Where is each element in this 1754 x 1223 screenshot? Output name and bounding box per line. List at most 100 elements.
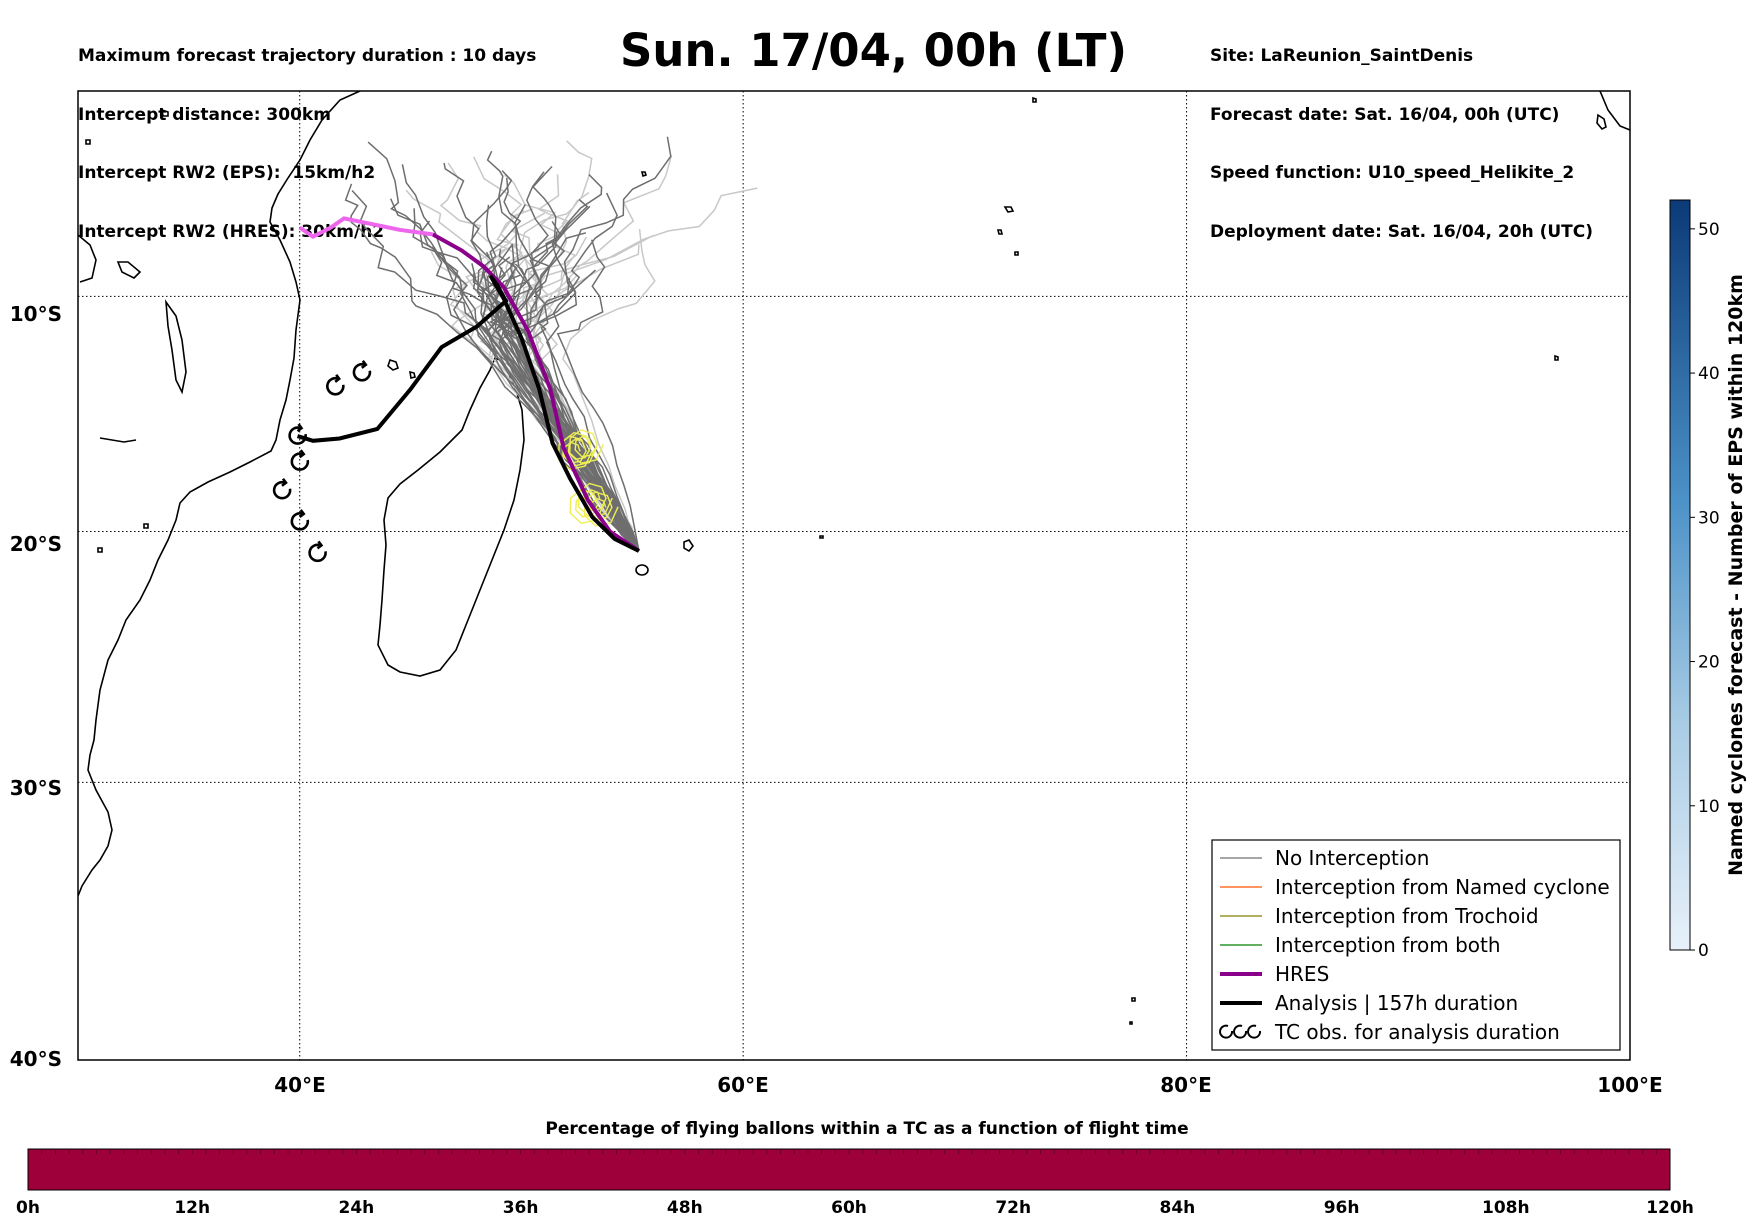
island bbox=[1599, 91, 1630, 131]
tc-obs-icon bbox=[290, 509, 310, 531]
legend-item: Interception from Named cyclone bbox=[1220, 875, 1610, 899]
right-colorbar: 0 10 20 30 40 50 Named cyclones forecast - Nu… bbox=[1669, 199, 1747, 961]
colorbar-tick-label: 50 bbox=[1698, 220, 1720, 240]
colorbar-tick-label: 0 bbox=[1698, 941, 1709, 961]
lat-label: 10°S bbox=[10, 302, 62, 326]
island bbox=[1032, 96, 1037, 103]
island bbox=[97, 547, 103, 553]
lake-victoria bbox=[78, 234, 97, 283]
lon-label: 60°E bbox=[717, 1073, 769, 1097]
lon-label: 40°E bbox=[274, 1073, 326, 1097]
page-title: Sun. 17/04, 00h (LT) bbox=[620, 24, 1128, 77]
lat-label: 20°S bbox=[10, 532, 62, 556]
trochoid-track bbox=[583, 491, 619, 527]
tc-obs-icon bbox=[308, 540, 327, 563]
ensemble-track bbox=[489, 178, 640, 552]
island bbox=[1129, 1021, 1133, 1025]
legend-label: No Interception bbox=[1275, 846, 1429, 870]
flight-time-tick-label: 96h bbox=[1324, 1198, 1360, 1218]
legend-label: Interception from Named cyclone bbox=[1275, 875, 1610, 899]
lake-malawi bbox=[164, 299, 187, 395]
colorbar-tick-label: 10 bbox=[1698, 797, 1720, 817]
lon-labels: 40°E 60°E 80°E 100°E bbox=[274, 1073, 1662, 1097]
bottom-colorbar: Percentage of flying ballons within a TC… bbox=[16, 1119, 1694, 1218]
info-line: Intercept distance: 300km bbox=[78, 104, 331, 125]
legend-label: TC obs. for analysis duration bbox=[1274, 1020, 1560, 1044]
lake-tanganyika bbox=[116, 261, 142, 279]
comoros-island bbox=[387, 358, 399, 371]
flight-time-tick-label: 48h bbox=[667, 1198, 703, 1218]
legend-item: HRES bbox=[1220, 962, 1329, 986]
lat-labels: 10°S 20°S 30°S 40°S bbox=[10, 302, 62, 1071]
africa-coastline bbox=[78, 91, 361, 897]
flight-time-tick-label: 72h bbox=[995, 1198, 1031, 1218]
island bbox=[819, 535, 824, 539]
legend-label: Analysis | 157h duration bbox=[1275, 991, 1518, 1015]
header-left-info: Maximum forecast trajectory duration : 1… bbox=[78, 8, 536, 262]
legend-label: Interception from Trochoid bbox=[1275, 904, 1539, 928]
island bbox=[1003, 206, 1015, 213]
info-line: Site: LaReunion_SaintDenis bbox=[1210, 46, 1474, 66]
trochoid-track bbox=[569, 429, 605, 464]
island bbox=[143, 523, 149, 529]
legend-label: Interception from both bbox=[1275, 933, 1501, 957]
header-right-info: Site: LaReunion_SaintDenis Forecast date… bbox=[1210, 8, 1593, 262]
ensemble-track bbox=[521, 173, 640, 552]
colorbar-tick-label: 40 bbox=[1698, 364, 1720, 384]
ensemble-track bbox=[525, 198, 640, 552]
tc-obs-icon bbox=[352, 360, 372, 382]
flight-time-tick-label: 84h bbox=[1160, 1198, 1196, 1218]
legend-item: No Interception bbox=[1220, 846, 1429, 870]
map-frame bbox=[77, 90, 1631, 1061]
mauritius-island bbox=[683, 539, 694, 553]
flight-time-tick-label: 108h bbox=[1482, 1198, 1530, 1218]
reunion-island bbox=[635, 564, 649, 576]
legend-label: HRES bbox=[1275, 962, 1329, 986]
info-line: Forecast date: Sat. 16/04, 00h (UTC) bbox=[1210, 104, 1560, 125]
tc-obs-icon bbox=[272, 477, 292, 500]
tc-obs-icon bbox=[326, 374, 345, 396]
legend-item: Interception from both bbox=[1220, 933, 1501, 957]
coastlines bbox=[78, 91, 1630, 1025]
ensemble-track bbox=[545, 269, 640, 552]
madagascar-coastline bbox=[377, 356, 525, 677]
map-gridlines bbox=[78, 91, 1630, 1060]
ensemble-track bbox=[431, 246, 640, 552]
right-colorbar-label: Named cyclones forecast - Number of EPS … bbox=[1725, 274, 1747, 876]
ensemble-track bbox=[351, 189, 640, 552]
legend-item: TC obs. for analysis duration bbox=[1219, 1020, 1560, 1044]
legend-box bbox=[1211, 839, 1621, 1051]
island bbox=[160, 108, 169, 117]
ensemble-track bbox=[401, 164, 640, 552]
analysis-track bbox=[296, 274, 640, 553]
ensemble-track bbox=[497, 231, 640, 552]
lat-label: 30°S bbox=[10, 776, 62, 800]
info-line: Maximum forecast trajectory duration : 1… bbox=[78, 46, 537, 66]
ensemble-track bbox=[556, 239, 640, 552]
island bbox=[1554, 354, 1559, 361]
lon-label: 100°E bbox=[1597, 1073, 1662, 1097]
comoros-island bbox=[409, 370, 416, 379]
tc-obs-icon bbox=[288, 423, 307, 445]
info-line: Deployment date: Sat. 16/04, 20h (UTC) bbox=[1210, 221, 1594, 242]
tc-observations bbox=[272, 360, 372, 563]
lake-shoreline bbox=[99, 437, 137, 443]
island bbox=[1131, 997, 1136, 1002]
flight-time-tick-label: 24h bbox=[339, 1198, 375, 1218]
trochoid-track bbox=[577, 482, 613, 518]
ensemble-track bbox=[562, 229, 656, 552]
colorbar-tick-label: 30 bbox=[1698, 508, 1720, 528]
flight-time-tick-label: 120h bbox=[1646, 1198, 1694, 1218]
island bbox=[996, 229, 1004, 235]
info-line: Speed function: U10_speed_Helikite_2 bbox=[1210, 163, 1575, 183]
map-area bbox=[78, 91, 1630, 1060]
colorbar-gradient bbox=[1669, 199, 1691, 951]
tc-obs-icon bbox=[290, 449, 310, 471]
flight-time-tick-label: 36h bbox=[503, 1198, 539, 1218]
hres-track-early bbox=[298, 216, 433, 240]
hres-track bbox=[431, 232, 641, 553]
seychelles-island bbox=[640, 171, 648, 178]
island bbox=[1014, 251, 1019, 256]
legend: No Interception Interception from Named c… bbox=[1211, 839, 1621, 1051]
